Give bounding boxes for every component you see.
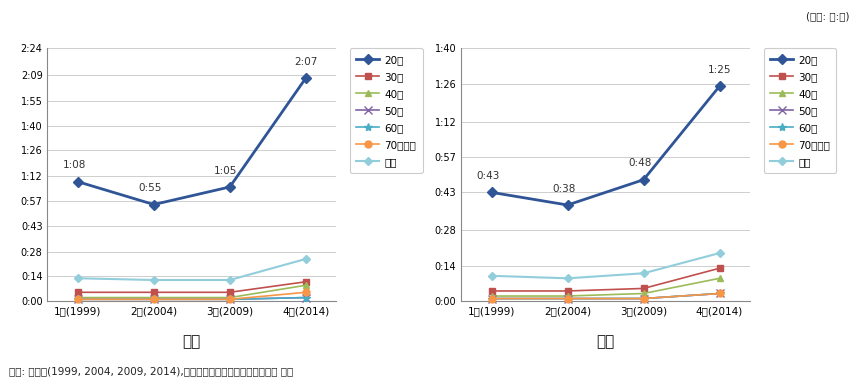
Text: 남성: 남성 <box>183 334 201 349</box>
Text: 1:08: 1:08 <box>62 160 85 170</box>
Legend: 20대, 30대, 40대, 50대, 60대, 70대이상, 전체: 20대, 30대, 40대, 50대, 60대, 70대이상, 전체 <box>350 48 422 173</box>
Text: (단위: 시:분): (단위: 시:분) <box>805 12 848 22</box>
Legend: 20대, 30대, 40대, 50대, 60대, 70대이상, 전체: 20대, 30대, 40대, 50대, 60대, 70대이상, 전체 <box>763 48 835 173</box>
Text: 0:38: 0:38 <box>551 184 575 194</box>
Text: 2:07: 2:07 <box>294 57 317 67</box>
Text: 0:55: 0:55 <box>138 183 162 193</box>
Text: 0:48: 0:48 <box>628 158 651 168</box>
Text: 0:43: 0:43 <box>475 171 499 181</box>
Text: 1:25: 1:25 <box>707 65 730 75</box>
Text: 여성: 여성 <box>596 334 614 349</box>
Text: 자료: 통계청(1999, 2004, 2009, 2014),「생활시간조사」마이크로데이터 분석: 자료: 통계청(1999, 2004, 2009, 2014),「생활시간조사」… <box>9 366 293 376</box>
Text: 1:05: 1:05 <box>214 166 238 176</box>
